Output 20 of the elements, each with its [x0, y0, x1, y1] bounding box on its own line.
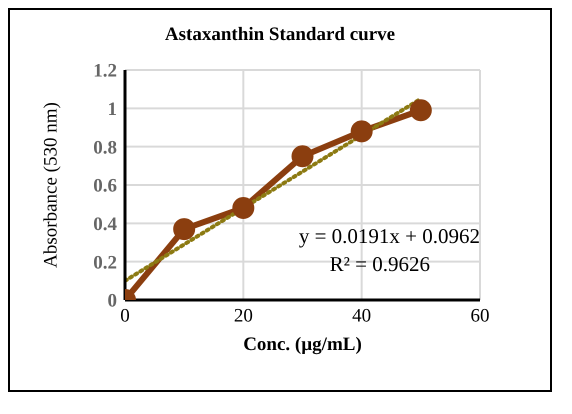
point	[173, 218, 196, 240]
point	[410, 99, 432, 122]
y-tick-label: 0	[108, 290, 117, 312]
x-tick-label: 60	[470, 305, 490, 326]
x-tick-label: 20	[234, 305, 253, 326]
annotation: y = 0.0191x + 0.0962	[298, 224, 480, 249]
point	[292, 145, 314, 168]
annotation: R² = 0.9626	[330, 252, 430, 277]
x-axis-title: Conc. (µg/mL)	[243, 334, 362, 355]
chart-title: Astaxanthin Standard curve	[164, 24, 396, 46]
point	[350, 120, 373, 142]
y-axis-title: Absorbance (530 nm)	[40, 102, 62, 268]
y-tick-label: 1	[108, 99, 117, 120]
y-tick-label: 0.6	[93, 176, 117, 197]
y-tick-label: 1.2	[93, 60, 117, 82]
y-tick-label: 0.2	[93, 252, 117, 274]
y-tick-label: 0.4	[93, 214, 118, 236]
point	[232, 197, 254, 219]
x-tick-label: 40	[352, 305, 372, 326]
y-tick-label: 0.8	[93, 137, 117, 158]
